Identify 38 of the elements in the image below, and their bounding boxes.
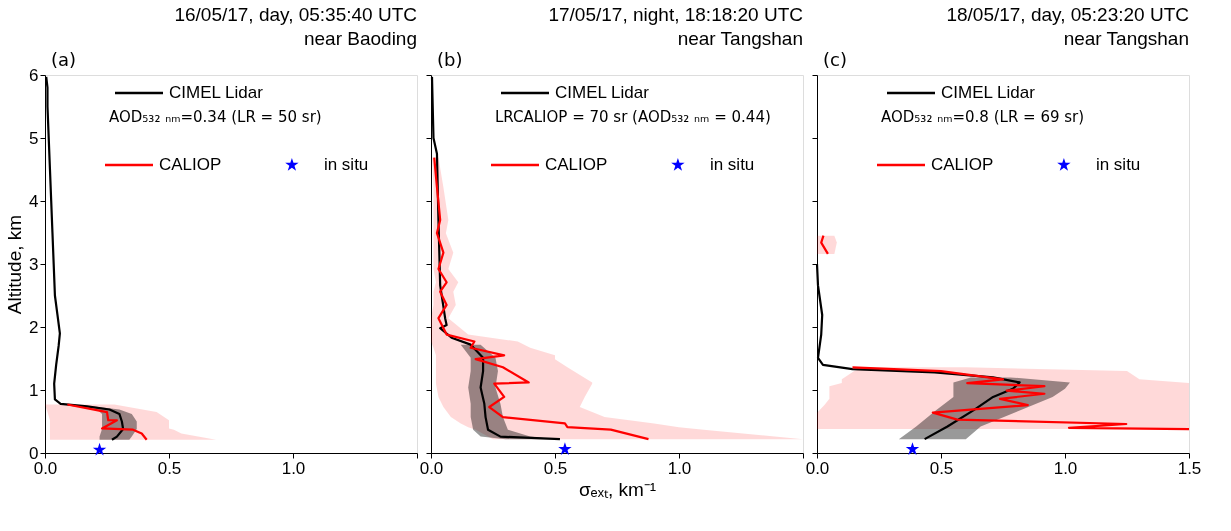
x-axis-title: σₑₓₜ, km⁻¹ — [578, 478, 657, 500]
legend-label: CIMEL Lidar — [555, 83, 650, 102]
y-tick-label: 3 — [29, 254, 39, 274]
x-tick-label: 0.5 — [929, 458, 954, 478]
x-tick-label: 0.5 — [157, 458, 182, 478]
annotation: AOD₅₃₂ ₙₘ=0.34 (LR = 50 sr) — [109, 108, 322, 126]
legend-label: CIMEL Lidar — [941, 83, 1036, 102]
x-tick-label: 0.0 — [419, 458, 444, 478]
legend-label: in situ — [323, 155, 369, 174]
y-axis-title: Altitude, km — [4, 214, 26, 315]
y-tick-label: 4 — [29, 191, 39, 211]
text: (b) — [437, 49, 463, 70]
annotation: AOD₅₃₂ ₙₘ=0.8 (LR = 69 sr) — [881, 108, 1085, 126]
x-tick-label: 1.0 — [281, 458, 306, 478]
x-tick-label: 0.5 — [543, 458, 568, 478]
x-tick-label: 1.5 — [1177, 458, 1202, 478]
y-tick-label: 1 — [29, 380, 39, 400]
x-tick-label: 1.0 — [1053, 458, 1078, 478]
text: (c) — [823, 49, 847, 70]
chart-subtitle: near Tangshan — [677, 28, 803, 49]
chart-title: 18/05/17, day, 05:23:20 UTC — [946, 4, 1189, 25]
x-tick-label: 0.0 — [805, 458, 830, 478]
legend-label: in situ — [1095, 155, 1141, 174]
text: (a) — [51, 49, 77, 70]
x-tick-label: 1.0 — [667, 458, 692, 478]
legend-label: CALIOP — [545, 155, 608, 174]
chart-subtitle: near Baoding — [303, 28, 417, 49]
annotation: LRCALIOP = 70 sr (AOD₅₃₂ ₙₘ = 0.44) — [495, 108, 771, 126]
y-tick-label: 6 — [29, 65, 39, 85]
legend-label: CALIOP — [931, 155, 994, 174]
legend-label: in situ — [709, 155, 755, 174]
y-tick-label: 5 — [29, 128, 39, 148]
chart-title: 16/05/17, day, 05:35:40 UTC — [174, 4, 417, 25]
chart-title: 17/05/17, night, 18:18:20 UTC — [548, 4, 803, 25]
legend-label: CALIOP — [159, 155, 222, 174]
legend-label: CIMEL Lidar — [169, 83, 264, 102]
y-tick-label: 2 — [29, 317, 39, 337]
chart-subtitle: near Tangshan — [1063, 28, 1189, 49]
